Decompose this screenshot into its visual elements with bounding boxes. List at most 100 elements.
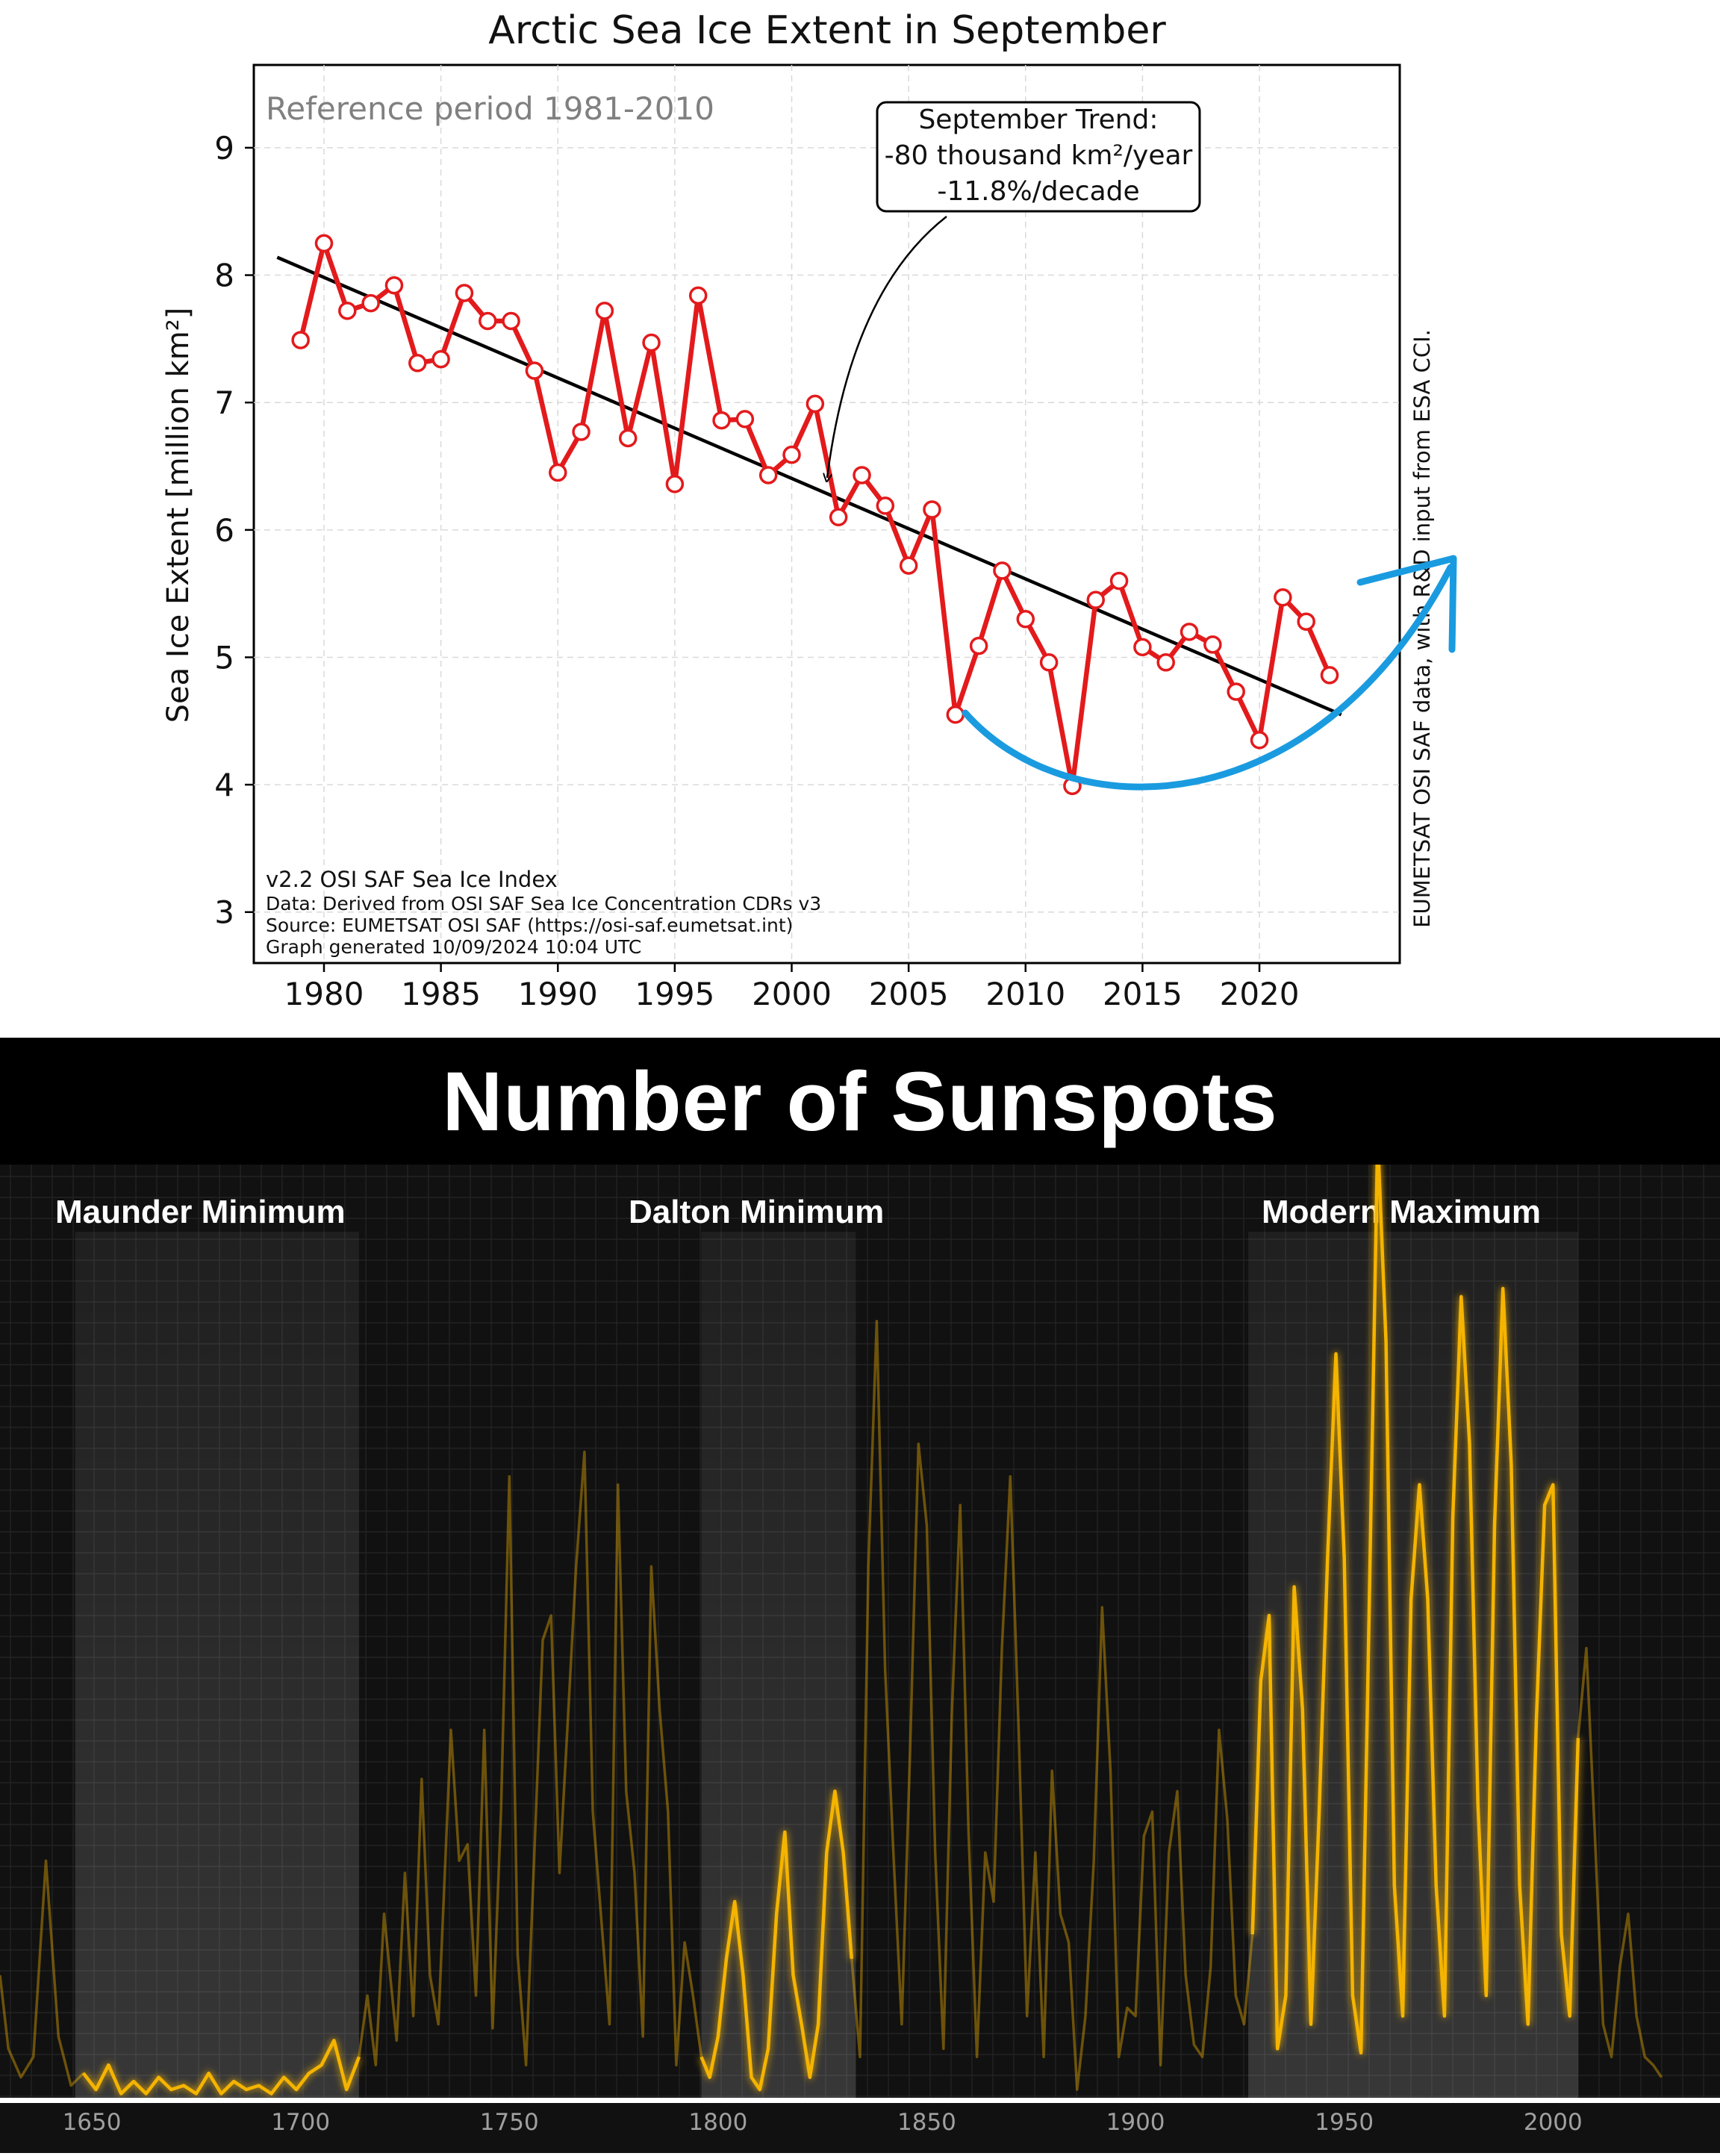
blue-curve-arrow bbox=[962, 564, 1454, 791]
footnotes: v2.2 OSI SAF Sea Ice Index Data: Derived… bbox=[266, 867, 821, 958]
sunspot-highlight-group bbox=[82, 1165, 1580, 2096]
sunspot-x-tick-label: 1900 bbox=[1106, 2109, 1165, 2136]
data-point bbox=[408, 354, 427, 373]
y-tick-label: 4 bbox=[214, 767, 234, 803]
y-tick-label: 7 bbox=[214, 384, 234, 421]
sea-ice-chart: Arctic Sea Ice Extent in September 1980 1… bbox=[0, 0, 1720, 1038]
data-point bbox=[876, 496, 895, 515]
data-point bbox=[782, 445, 801, 464]
sunspot-x-tick-label: 1700 bbox=[271, 2109, 330, 2136]
data-point bbox=[665, 475, 685, 493]
sunspot-line-highlight bbox=[82, 2039, 361, 2096]
annotation-arrow bbox=[827, 216, 947, 478]
sunspot-line-highlight bbox=[699, 1789, 854, 2092]
data-point bbox=[618, 429, 638, 448]
region-label: Modern Maximum bbox=[1262, 1194, 1541, 1230]
grid-lines bbox=[254, 65, 1400, 963]
data-point bbox=[1297, 612, 1315, 631]
data-point bbox=[1109, 571, 1129, 591]
sunspots-chart: Maunder Minimum Dalton Minimum Modern Maxi… bbox=[0, 1165, 1720, 2153]
data-point bbox=[993, 561, 1012, 580]
data-point bbox=[502, 311, 520, 331]
data-point bbox=[758, 466, 778, 485]
x-tick-label: 2020 bbox=[1220, 976, 1300, 1012]
data-point bbox=[572, 423, 591, 441]
x-tick-label: 1985 bbox=[401, 976, 481, 1012]
footnote-generated: Graph generated 10/09/2024 10:04 UTC bbox=[266, 936, 641, 958]
data-point bbox=[455, 284, 474, 302]
footnote-version: v2.2 OSI SAF Sea Ice Index bbox=[266, 867, 558, 892]
y-tick-label: 3 bbox=[214, 894, 234, 931]
x-tick-label: 2000 bbox=[752, 976, 832, 1012]
annotation-line-3: -11.8%/decade bbox=[937, 176, 1139, 207]
sunspot-x-tick-label: 1850 bbox=[897, 2109, 956, 2136]
sunspot-x-tick-label: 1650 bbox=[63, 2109, 122, 2136]
annotation-line-2: -80 thousand km²/year bbox=[885, 140, 1193, 171]
data-point bbox=[548, 463, 567, 482]
x-tick-label: 1980 bbox=[284, 976, 364, 1012]
data-point bbox=[314, 234, 334, 253]
data-point bbox=[1156, 653, 1175, 672]
data-point bbox=[806, 394, 825, 414]
data-point bbox=[431, 349, 450, 369]
reference-period-text: Reference period 1981-2010 bbox=[266, 90, 714, 127]
sunspot-x-tick-label: 1750 bbox=[480, 2109, 539, 2136]
data-point bbox=[946, 705, 965, 724]
data-point bbox=[479, 311, 497, 331]
data-point bbox=[829, 508, 848, 527]
sunspot-x-tick-label: 1950 bbox=[1315, 2109, 1374, 2136]
y-tick-label: 8 bbox=[214, 258, 234, 294]
baseline bbox=[0, 2098, 1720, 2103]
x-tick-label: 2015 bbox=[1103, 976, 1182, 1012]
axis-ticks: 1980 1985 1990 1995 2000 2005 2010 2015 2020 3 4 5 6… bbox=[214, 130, 1299, 1012]
data-point bbox=[923, 500, 941, 519]
data-point bbox=[525, 361, 544, 380]
region-band bbox=[75, 1232, 359, 2098]
sea-ice-chart-svg: Arctic Sea Ice Extent in September 1980 1… bbox=[161, 8, 1457, 1012]
data-point bbox=[1180, 623, 1199, 641]
sunspot-x-tick-label: 2000 bbox=[1524, 2109, 1583, 2136]
annotation-line-1: September Trend: bbox=[918, 105, 1158, 135]
region-label: Dalton Minimum bbox=[629, 1194, 884, 1230]
data-point bbox=[291, 331, 310, 349]
y-tick-label: 5 bbox=[214, 639, 234, 676]
sunspots-title: Number of Sunspots bbox=[442, 1054, 1278, 1148]
chart-title: Arctic Sea Ice Extent in September bbox=[488, 8, 1166, 53]
data-point bbox=[338, 302, 357, 320]
data-point bbox=[1016, 610, 1035, 629]
data-point bbox=[595, 302, 614, 320]
x-tick-label: 2005 bbox=[869, 976, 949, 1012]
data-point bbox=[384, 275, 404, 295]
data-point bbox=[1039, 653, 1059, 672]
sunspot-regions: Maunder Minimum Dalton Minimum Modern Maxi… bbox=[55, 1194, 1578, 2098]
sunspot-x-tick-label: 1800 bbox=[688, 2109, 747, 2136]
trend-annotation: September Trend: -80 thousand km²/year -… bbox=[827, 101, 1201, 478]
data-point bbox=[969, 636, 988, 655]
sunspot-line-highlight bbox=[1250, 1165, 1580, 2055]
blue-arrowhead bbox=[1356, 555, 1457, 653]
data-point bbox=[688, 286, 708, 305]
data-point bbox=[361, 293, 380, 313]
data-point bbox=[899, 556, 918, 575]
data-point bbox=[712, 411, 731, 430]
sunspot-axis-ticks: 1650 1700 1750 1800 1850 1900 1950 2000 bbox=[63, 2109, 1583, 2136]
plot-area bbox=[252, 63, 1401, 965]
region-label: Maunder Minimum bbox=[55, 1194, 346, 1230]
blue-overlay-arrow bbox=[962, 555, 1457, 791]
y-tick-label: 6 bbox=[214, 512, 234, 549]
footnote-source: Source: EUMETSAT OSI SAF (https://osi-sa… bbox=[266, 915, 793, 936]
data-point bbox=[1133, 638, 1152, 657]
data-point bbox=[1086, 591, 1106, 609]
sunspot-lines bbox=[0, 1165, 1663, 2096]
trend-line bbox=[276, 255, 1342, 717]
data-point bbox=[735, 410, 755, 429]
data-point bbox=[642, 333, 661, 352]
data-point bbox=[1320, 666, 1339, 685]
plot-lines bbox=[276, 234, 1342, 796]
data-point bbox=[1203, 635, 1222, 654]
x-tick-label: 1995 bbox=[635, 976, 714, 1012]
data-point bbox=[1227, 682, 1245, 701]
data-point bbox=[1250, 731, 1269, 750]
y-tick-label: 9 bbox=[214, 130, 234, 166]
data-point bbox=[1274, 588, 1292, 607]
